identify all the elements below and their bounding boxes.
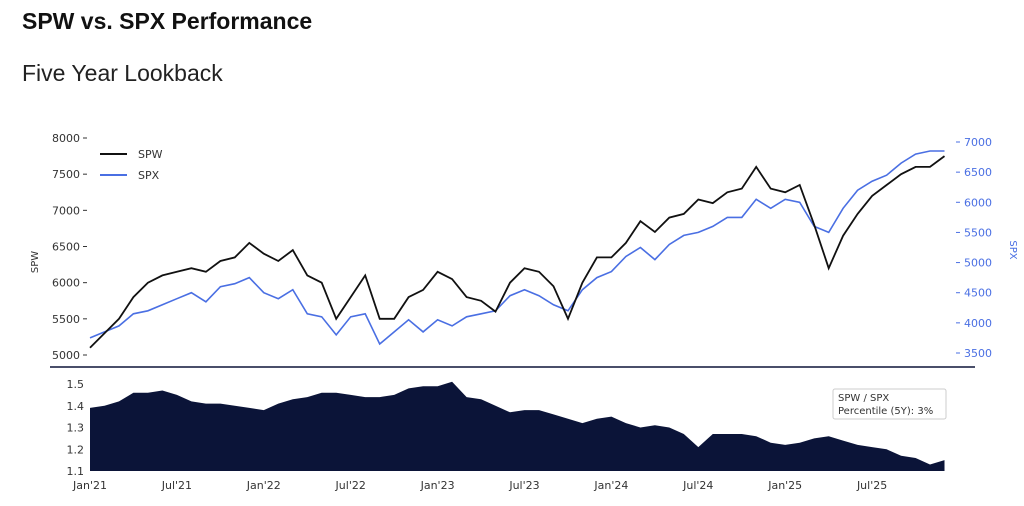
page-title: SPW vs. SPX Performance [22, 8, 313, 34]
spx-line [89, 150, 945, 346]
x-tick-label: Jan'25 [767, 479, 802, 492]
ratio-y-tick-label: 1.2 [67, 443, 85, 456]
y-tick-label-left: 6000 [52, 277, 80, 290]
legend-label-spx: SPX [138, 169, 160, 182]
ratio-y-tick-label: 1.3 [67, 422, 85, 435]
y-tick-label-right: 4000 [964, 317, 992, 330]
x-tick-label: Jul'23 [508, 479, 539, 492]
ratio-y-tick-label: 1.5 [67, 378, 85, 391]
x-tick-label: Jan'24 [593, 479, 628, 492]
x-tick-label: Jul'24 [682, 479, 713, 492]
y-tick-label-right: 4500 [964, 287, 992, 300]
y-tick-label-right: 7000 [964, 136, 992, 149]
y-axis-label-spx: SPX [1007, 240, 1018, 259]
legend: SPW SPX [100, 148, 163, 182]
x-tick-label: Jul'22 [335, 479, 366, 492]
y-axis-label-spw: SPW [30, 251, 41, 273]
annotation-box [832, 388, 947, 420]
price-panel: 5000 5500 6000 6500 7000 7500 8000 3500 4000 4500… [52, 132, 992, 362]
spw-line [89, 155, 946, 349]
legend-label-spw: SPW [138, 148, 163, 161]
y-tick-label-left: 5000 [52, 349, 80, 362]
x-tick-label: Jan'21 [72, 479, 107, 492]
y-tick-label-left: 6500 [52, 241, 80, 254]
y-tick-label-right: 5000 [964, 257, 992, 270]
y-tick-label-right: 6500 [964, 166, 992, 179]
x-tick-label: Jul'25 [856, 479, 887, 492]
ratio-y-tick-label: 1.1 [67, 465, 85, 478]
annotation-line-1: SPW / SPX [838, 393, 889, 404]
y-tick-label-left: 7000 [52, 204, 80, 217]
y-tick-label-right: 6000 [964, 196, 992, 209]
x-tick-label: Jul'21 [161, 479, 192, 492]
page-subtitle: Five Year Lookback [22, 60, 223, 86]
y-tick-label-left: 8000 [52, 132, 80, 145]
ratio-panel: 1.1 1.2 1.3 1.4 1.5 Jan'21 Jul'21 Jan'22 Jul'22 J… [67, 378, 945, 492]
y-tick-label-left: 7500 [52, 168, 80, 181]
x-tick-label: Jan'23 [420, 479, 455, 492]
y-tick-label-right: 3500 [964, 347, 992, 360]
annotation-line-2: Percentile (5Y): 3% [838, 406, 933, 417]
ratio-area [90, 381, 945, 471]
x-tick-label: Jan'22 [246, 479, 281, 492]
ratio-annotation: SPW / SPX Percentile (5Y): 3% [832, 388, 947, 420]
y-tick-label-right: 5500 [964, 226, 992, 239]
ratio-y-tick-label: 1.4 [67, 400, 85, 413]
y-tick-label-left: 5500 [52, 313, 80, 326]
